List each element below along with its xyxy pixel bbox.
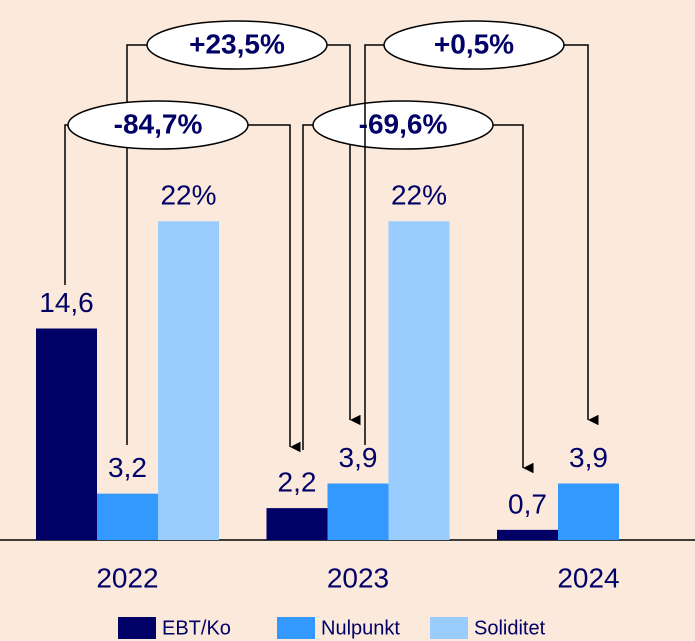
legend-label: EBT/Ko — [162, 617, 231, 639]
bar — [266, 508, 328, 540]
bar — [497, 529, 558, 540]
annotation: -84,7% — [114, 108, 203, 139]
annotation-bubble — [312, 100, 494, 150]
x-tick-label: 2022 — [96, 562, 158, 593]
legend-swatch — [277, 617, 315, 639]
bar — [558, 483, 619, 540]
bar — [388, 221, 450, 540]
legend-label: Soliditet — [474, 617, 546, 639]
data-label: 3,9 — [569, 442, 608, 473]
annotation: +0,5% — [434, 28, 514, 59]
x-tick-label: 2023 — [327, 562, 389, 593]
data-label: 14,6 — [39, 287, 94, 318]
annotation-bubble — [146, 20, 328, 70]
annotation: +23,5% — [189, 28, 285, 59]
data-label: 0,7 — [508, 488, 547, 519]
data-label: 3,9 — [339, 442, 378, 473]
annotation: -69,6% — [359, 108, 448, 139]
data-label: 2,2 — [278, 467, 317, 498]
bar — [97, 493, 158, 540]
data-label: 22% — [391, 180, 447, 211]
legend-swatch — [118, 617, 156, 639]
x-tick-label: 2024 — [557, 562, 619, 593]
bar — [158, 221, 219, 540]
annotation-bubble — [383, 20, 565, 70]
bar — [36, 328, 97, 540]
bar — [327, 483, 389, 540]
legend-label: Nulpunkt — [321, 617, 400, 639]
annotation-bubble — [67, 100, 249, 150]
legend-swatch — [430, 617, 468, 639]
data-label: 3,2 — [108, 452, 147, 483]
data-label: 22% — [160, 180, 216, 211]
